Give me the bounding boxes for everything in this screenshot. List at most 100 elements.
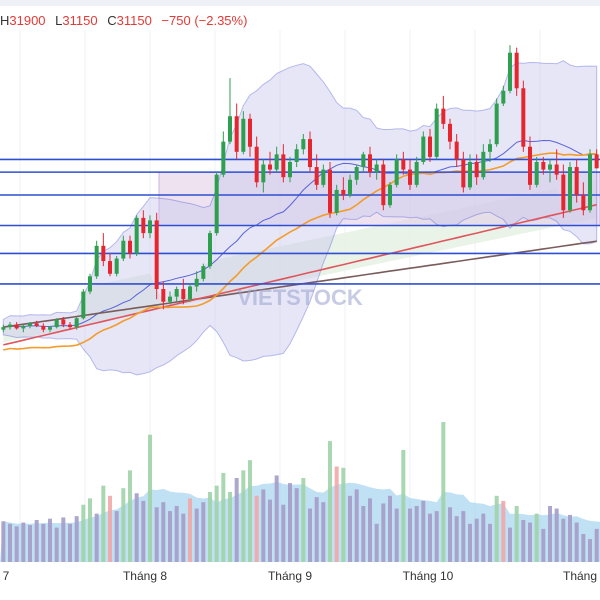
- high-value: 31900: [9, 13, 46, 28]
- volume-bar: [461, 511, 466, 562]
- volume-bar: [481, 513, 486, 562]
- volume-bar: [134, 493, 139, 562]
- ma-orange-line: [3, 152, 597, 351]
- candle-body: [514, 52, 519, 89]
- volume-bar: [121, 488, 126, 562]
- volume-bar: [21, 522, 26, 562]
- volume-bar: [261, 489, 266, 562]
- x-tick-label: Tháng 9: [268, 569, 312, 583]
- volume-bar: [61, 517, 66, 562]
- candle-body: [61, 319, 66, 325]
- volume-bar: [574, 522, 579, 562]
- candle-body: [8, 324, 12, 328]
- candle-body: [408, 169, 412, 185]
- candle-body: [101, 245, 106, 262]
- volume-bar: [148, 434, 152, 562]
- candle-body: [161, 289, 166, 302]
- candle-body: [168, 296, 172, 302]
- volume-bar: [541, 528, 546, 562]
- candle-body: [368, 154, 372, 173]
- candle-body: [354, 167, 359, 180]
- volume-bar: [221, 472, 226, 562]
- volume-bar: [388, 495, 392, 562]
- candle-body: [48, 327, 52, 330]
- volume-bar: [301, 478, 306, 562]
- candle-body: [594, 154, 599, 169]
- volume-bar: [328, 441, 332, 562]
- candle-body: [534, 161, 539, 185]
- volume-bar: [54, 527, 59, 562]
- volume-bar: [68, 523, 72, 562]
- candle-body: [54, 319, 59, 328]
- candle-body: [288, 161, 292, 178]
- candle-body: [528, 146, 532, 185]
- candle-body: [374, 164, 379, 173]
- volume-bar: [48, 518, 52, 562]
- candle-body: [128, 240, 132, 254]
- top-strip: [0, 0, 600, 6]
- candle-body: [34, 323, 39, 326]
- candle-body: [394, 159, 399, 185]
- volume-bar: [141, 500, 146, 562]
- volume-bar: [588, 539, 592, 562]
- low-key: L: [55, 13, 63, 28]
- volume-bar: [508, 527, 512, 562]
- volume-bar: [348, 495, 352, 562]
- candle-body: [401, 159, 406, 170]
- candle-body: [68, 324, 72, 328]
- x-tick-label: Tháng: [563, 569, 597, 583]
- candle-body: [548, 164, 552, 170]
- candle-body: [494, 103, 499, 145]
- volume-bar: [408, 508, 412, 562]
- ohlc-readout: H31900 L31150 C31150 −750 (−2.35%): [0, 11, 253, 31]
- volume-bar: [314, 497, 319, 562]
- volume-bar: [561, 518, 566, 562]
- candle-body: [568, 167, 572, 211]
- volume-bar: [468, 523, 472, 562]
- candle-body: [501, 90, 506, 104]
- volume-bar: [488, 523, 492, 562]
- volume-bar: [334, 466, 339, 562]
- volume-bar: [521, 520, 526, 562]
- candle-body: [334, 189, 339, 213]
- candle-body: [414, 161, 419, 185]
- volume-bar: [421, 500, 426, 562]
- candle-body: [114, 258, 119, 274]
- volume-bar: [28, 525, 32, 562]
- volume-bar: [81, 504, 86, 562]
- candle-body: [194, 278, 199, 287]
- candle-body: [201, 266, 206, 279]
- candle-body: [388, 184, 392, 206]
- candle-body: [74, 318, 79, 328]
- volume-bar: [514, 506, 519, 562]
- x-tick-label: Tháng 10: [403, 569, 454, 583]
- bollinger-mid-line: [3, 139, 597, 328]
- volume-bar: [228, 492, 232, 562]
- candle-body: [181, 289, 186, 300]
- candle-body: [154, 220, 159, 290]
- candle-body: [148, 220, 152, 234]
- volume-bar: [248, 460, 252, 562]
- volume-bar: [8, 523, 12, 562]
- candle-body: [221, 141, 226, 175]
- candle-body: [141, 217, 146, 234]
- candle-body: [541, 161, 546, 170]
- volume-bar: [308, 508, 312, 562]
- volume-bar: [101, 485, 106, 562]
- candle-body: [294, 149, 299, 162]
- candle-body: [254, 146, 259, 183]
- close-key: C: [107, 13, 117, 28]
- candle-body: [88, 276, 92, 292]
- candle-body: [561, 174, 566, 211]
- volume-bar: [401, 450, 406, 562]
- candle-body: [454, 141, 459, 160]
- candle-body: [421, 136, 426, 162]
- candle-body: [41, 325, 46, 330]
- candle-body: [348, 179, 352, 195]
- volume-bar: [174, 506, 179, 562]
- candle-body: [248, 118, 252, 147]
- candle-body: [14, 324, 19, 329]
- candle-body: [21, 325, 26, 329]
